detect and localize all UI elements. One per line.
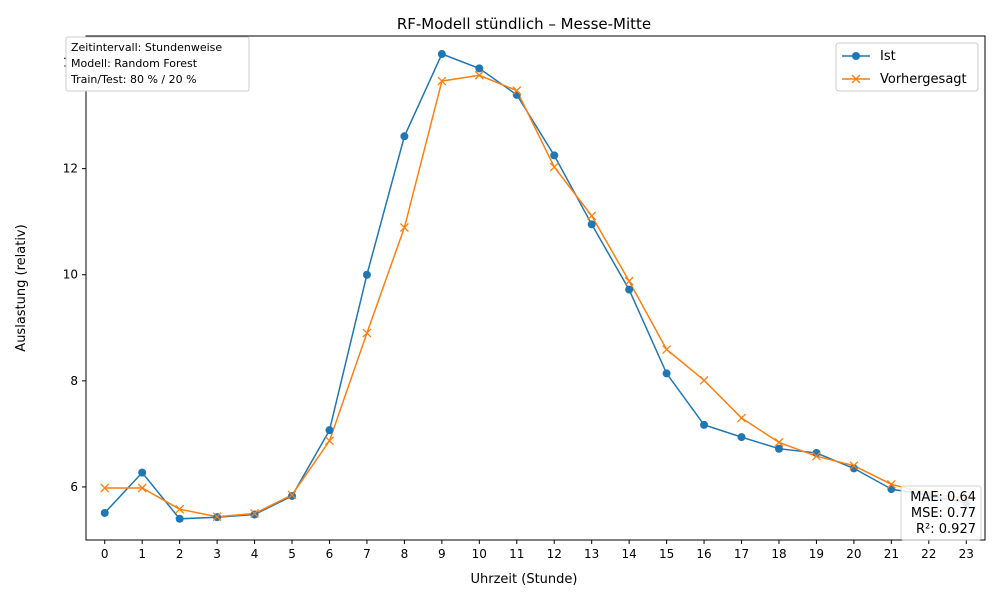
x-tick-label: 0 — [101, 547, 109, 561]
data-point-vorhergesagt — [437, 76, 447, 86]
data-point-vorhergesagt — [100, 483, 110, 493]
data-point-vorhergesagt — [886, 479, 896, 489]
metric-mse: MSE: 0.77 — [911, 506, 976, 521]
data-point-ist — [475, 64, 484, 73]
data-point-vorhergesagt — [287, 490, 297, 500]
x-axis: 0 1 2 3 4 5 6 7 8 9 10 11 12 13 14 15 16 17 18 19 20 21 22 23 — [101, 540, 974, 561]
info-box-frame — [65, 36, 250, 92]
data-point-ist — [849, 464, 858, 473]
data-point-vorhergesagt — [474, 70, 484, 80]
data-point-vorhergesagt — [624, 276, 634, 286]
plot-frame — [85, 35, 986, 541]
data-point-vorhergesagt — [737, 413, 746, 423]
x-tick-label: 12 — [547, 547, 562, 561]
metrics-box-frame — [900, 485, 982, 541]
legend-pred-marker — [851, 74, 861, 84]
data-point-vorhergesagt — [549, 162, 559, 172]
x-tick-label: 9 — [438, 547, 446, 561]
data-point-vorhergesagt — [212, 512, 222, 522]
legend: Ist Vorhergesagt — [835, 42, 979, 92]
plot-area — [86, 36, 985, 540]
data-point-vorhergesagt — [512, 86, 522, 96]
data-point-vorhergesagt — [774, 437, 784, 447]
x-tick-label: 7 — [363, 547, 371, 561]
data-point-vorhergesagt — [662, 345, 672, 355]
x-tick-label: 10 — [472, 547, 487, 561]
metric-mae: MAE: 0.64 — [910, 490, 976, 505]
x-tick-label: 15 — [659, 547, 674, 561]
x-tick-label: 4 — [251, 547, 259, 561]
x-tick-label: 19 — [809, 547, 824, 561]
y-tick-label: 10 — [63, 268, 78, 282]
y-tick-label: 6 — [70, 480, 78, 494]
data-point-ist — [512, 90, 521, 99]
data-point-ist — [437, 50, 446, 59]
x-tick-label: 17 — [734, 547, 749, 561]
x-tick-label: 6 — [326, 547, 334, 561]
x-tick-label: 11 — [509, 547, 524, 561]
data-point-vorhergesagt — [137, 483, 147, 493]
series-line-ist — [104, 53, 967, 520]
x-tick-label: 21 — [884, 547, 899, 561]
data-point-vorhergesagt — [362, 328, 372, 338]
y-axis-title: Auslastung (relativ) — [14, 224, 29, 351]
data-point-ist — [138, 468, 147, 477]
data-point-ist — [175, 514, 184, 523]
x-tick-label: 14 — [622, 547, 637, 561]
x-tick-label: 16 — [696, 547, 711, 561]
data-point-ist — [625, 285, 634, 294]
x-tick-label: 20 — [846, 547, 861, 561]
data-point-vorhergesagt — [849, 461, 859, 471]
data-point-ist — [362, 270, 371, 279]
x-tick-label: 2 — [176, 547, 184, 561]
info-box-line: Train/Test: 80 % / 20 % — [70, 73, 197, 86]
data-point-vorhergesagt — [587, 211, 597, 221]
metrics-box: MAE: 0.64 MSE: 0.77 R²: 0.927 — [900, 485, 982, 541]
series-line-vorhergesagt — [104, 74, 967, 518]
data-point-vorhergesagt — [175, 504, 185, 514]
x-tick-label: 18 — [771, 547, 786, 561]
info-box: Zeitintervall: Stundenweise Modell: Rand… — [65, 36, 250, 92]
data-point-ist — [325, 426, 334, 435]
data-point-ist — [550, 151, 559, 160]
legend-frame — [835, 42, 979, 92]
legend-pred-label: Vorhergesagt — [880, 72, 967, 87]
x-tick-label: 22 — [921, 547, 936, 561]
data-point-vorhergesagt — [325, 436, 334, 446]
data-point-ist — [737, 433, 746, 442]
legend-ist-marker — [852, 52, 860, 60]
y-axis: 68101214 — [63, 56, 86, 494]
info-box-line: Zeitintervall: Stundenweise — [71, 41, 222, 54]
data-point-vorhergesagt — [399, 223, 409, 232]
x-tick-label: 1 — [138, 547, 146, 561]
chart-title: RF-Modell stündlich – Messe-Mitte — [397, 15, 651, 33]
data-point-ist — [700, 420, 709, 429]
x-tick-label: 8 — [401, 547, 409, 561]
x-tick-label: 23 — [959, 547, 974, 561]
x-tick-label: 5 — [288, 547, 296, 561]
metric-r2: R²: 0.927 — [916, 522, 976, 537]
info-box-line: Modell: Random Forest — [71, 57, 198, 70]
data-point-ist — [250, 510, 259, 519]
data-point-vorhergesagt — [699, 375, 709, 385]
data-point-ist — [774, 444, 783, 453]
x-tick-label: 3 — [213, 547, 221, 561]
y-tick-label: 8 — [70, 374, 78, 388]
data-point-ist — [288, 491, 297, 500]
y-tick-label: 12 — [63, 162, 78, 176]
data-point-ist — [400, 132, 409, 141]
legend-ist-label: Ist — [880, 49, 896, 64]
data-point-vorhergesagt — [250, 509, 260, 518]
data-point-ist — [587, 220, 596, 229]
x-tick-label: 13 — [584, 547, 599, 561]
data-point-ist — [100, 508, 109, 517]
x-axis-title: Uhrzeit (Stunde) — [471, 572, 578, 587]
data-point-vorhergesagt — [811, 451, 821, 461]
data-point-ist — [662, 369, 671, 378]
